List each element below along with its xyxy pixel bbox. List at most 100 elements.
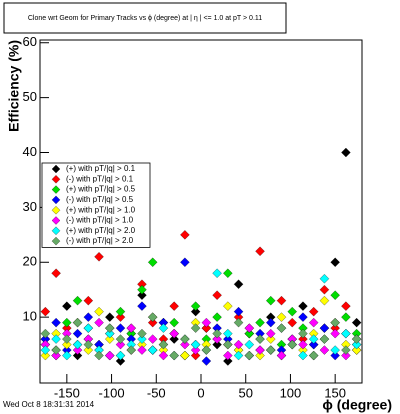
chart-title: Clone wrt Geom for Primary Tracks vs ϕ (… — [28, 15, 262, 22]
point — [180, 334, 190, 344]
point — [51, 350, 61, 361]
point — [255, 345, 265, 355]
point — [244, 323, 255, 333]
legend-marker — [51, 164, 61, 174]
point — [201, 323, 212, 333]
point — [255, 317, 265, 328]
point — [190, 306, 201, 317]
point — [201, 356, 212, 366]
y-tick-label: 40 — [23, 144, 37, 159]
point — [147, 312, 158, 322]
y-tick-label: 30 — [23, 199, 37, 214]
point — [308, 339, 319, 350]
point — [255, 350, 265, 361]
x-tick-label: -150 — [54, 385, 80, 400]
point — [298, 339, 308, 350]
point — [341, 312, 351, 322]
point — [308, 317, 319, 328]
point — [223, 328, 233, 339]
timestamp: Wed Oct 8 18:31:31 2014 — [3, 400, 95, 409]
point — [190, 345, 201, 355]
point — [51, 334, 61, 344]
point — [72, 295, 83, 306]
point — [51, 345, 61, 355]
point — [276, 323, 287, 333]
point — [212, 290, 222, 300]
point — [223, 339, 233, 350]
point — [105, 323, 115, 333]
point — [180, 257, 190, 267]
point — [40, 306, 51, 317]
point — [330, 290, 340, 300]
point — [190, 339, 201, 350]
point — [115, 334, 126, 344]
point — [147, 317, 158, 328]
point — [158, 350, 169, 361]
point — [223, 268, 233, 278]
point — [169, 328, 179, 339]
point — [298, 328, 308, 339]
legend-label: (+) with pT/|q| > 1.0 — [66, 205, 136, 214]
point — [298, 350, 308, 361]
point — [287, 339, 297, 350]
x-tick-label: 50 — [238, 385, 252, 400]
point — [233, 339, 244, 350]
point — [233, 306, 244, 317]
point — [105, 328, 115, 339]
y-tick-label: 50 — [23, 89, 37, 104]
point — [341, 328, 351, 339]
point — [147, 334, 158, 344]
point — [51, 268, 61, 278]
point — [115, 339, 126, 350]
y-tick-label: 60 — [23, 34, 37, 49]
point — [72, 317, 83, 328]
point — [83, 323, 94, 333]
point — [319, 284, 330, 295]
point — [72, 350, 83, 361]
point — [94, 252, 104, 262]
point — [298, 301, 308, 311]
point — [190, 323, 201, 333]
point — [266, 317, 276, 328]
point — [147, 257, 158, 267]
x-axis-label: ϕ (degree) — [322, 397, 392, 413]
x-tick-label: -50 — [147, 385, 166, 400]
point — [341, 350, 351, 361]
point — [137, 284, 147, 295]
point — [169, 317, 179, 328]
legend-label: (+) with pT/|q| > 2.0 — [66, 226, 136, 235]
point — [330, 257, 340, 267]
point — [266, 328, 276, 339]
x-tick-label: -100 — [99, 385, 125, 400]
point — [62, 301, 72, 311]
point — [212, 334, 222, 344]
point — [169, 301, 179, 311]
legend-label: (-) with pT/|q| > 0.5 — [66, 195, 134, 204]
point — [319, 323, 330, 333]
legend-label: (+) with pT/|q| > 0.1 — [66, 164, 136, 173]
y-tick-label: 20 — [23, 254, 37, 269]
point — [330, 350, 340, 361]
point — [94, 350, 104, 361]
point — [115, 306, 126, 317]
point — [330, 317, 340, 328]
legend-marker — [51, 205, 61, 215]
point — [351, 345, 362, 355]
point — [266, 334, 276, 344]
point — [276, 312, 287, 322]
point — [201, 317, 212, 328]
point — [72, 328, 83, 339]
point — [126, 323, 136, 333]
point — [115, 350, 126, 361]
point — [233, 317, 244, 328]
point — [180, 230, 190, 240]
point — [341, 345, 351, 355]
point — [94, 317, 104, 328]
point — [51, 317, 61, 328]
point — [233, 350, 244, 361]
point — [223, 350, 233, 361]
point — [83, 312, 94, 322]
point — [351, 334, 362, 344]
point — [190, 301, 201, 311]
